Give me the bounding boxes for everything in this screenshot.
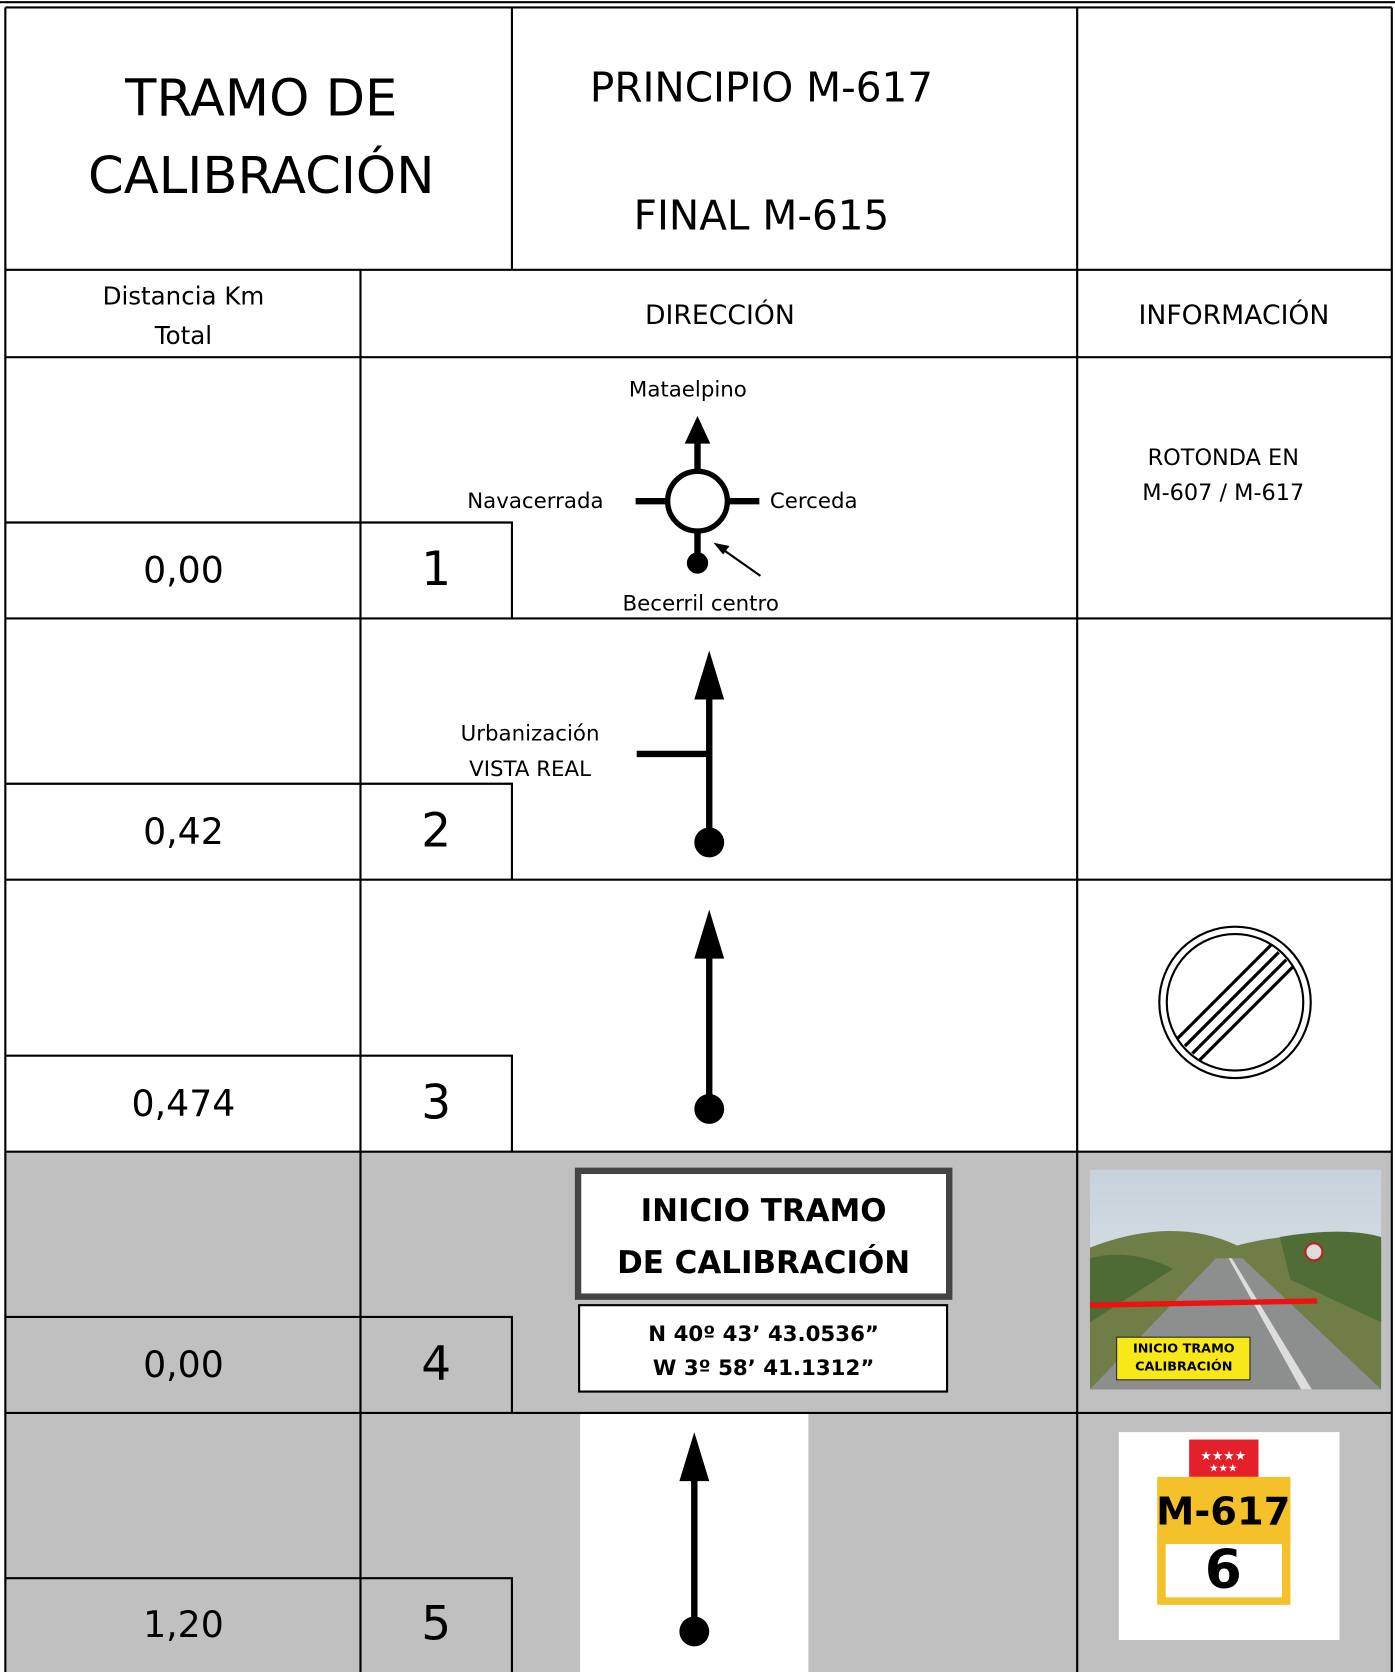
route-start: PRINCIPIO M-617 [590,64,933,112]
info-text: M-607 / M-617 [1142,480,1304,506]
distance: 0,474 [132,1082,236,1125]
info-text: ROTONDA EN [1148,445,1299,471]
direction-label: Mataelpino [629,377,747,402]
sign-box [574,1167,953,1300]
route-end: FINAL M-615 [634,192,890,240]
distance: 0,00 [143,549,224,592]
direction-label: Urbanización [461,722,600,747]
sign-text: INICIO TRAMO [641,1193,887,1229]
svg-text:★★★: ★★★ [1209,1461,1238,1474]
straight-arrow [679,1432,710,1647]
distance: 0,42 [143,810,224,853]
straight-arrow [694,909,725,1124]
column-header: Distancia Km [103,282,265,311]
step-number: 2 [421,803,451,858]
step-number: 1 [421,542,451,597]
roundabout-diagram [635,415,762,577]
coordinates-box [578,1304,949,1393]
svg-text:★★★★: ★★★★ [1200,1449,1246,1464]
column-header: INFORMACIÓN [1139,299,1330,331]
direction-label: Becerril centro [623,592,779,617]
coordinates: W 3º 58’ 41.1312” [653,1356,874,1381]
junction-diagram [636,650,725,858]
photo-label: INICIO TRAMO [1133,1341,1235,1356]
title-line: CALIBRACIÓN [88,144,434,206]
direction-label: Navacerrada [467,489,603,514]
column-header: DIRECCIÓN [645,299,795,331]
distance: 0,00 [143,1343,224,1386]
road-sign: ★★★★ ★★★ M-617 6 [1118,1432,1340,1641]
distance: 1,20 [143,1603,224,1646]
column-header: Total [154,321,212,350]
location-photo: INICIO TRAMO CALIBRACIÓN [1089,1169,1382,1390]
step-number: 3 [421,1075,451,1130]
end-restrictions-sign [1158,925,1312,1080]
road-km: 6 [1205,1538,1242,1600]
coordinates: N 40º 43’ 43.0536” [648,1322,879,1347]
direction-label: VISTA REAL [469,757,591,782]
step-number: 4 [421,1337,451,1392]
direction-label: Cerceda [770,489,858,514]
title-line: TRAMO DE [124,68,397,128]
sign-text: DE CALIBRACIÓN [617,1244,910,1281]
road-code: M-617 [1156,1490,1290,1535]
photo-label: CALIBRACIÓN [1135,1359,1232,1375]
step-number: 5 [421,1597,451,1652]
